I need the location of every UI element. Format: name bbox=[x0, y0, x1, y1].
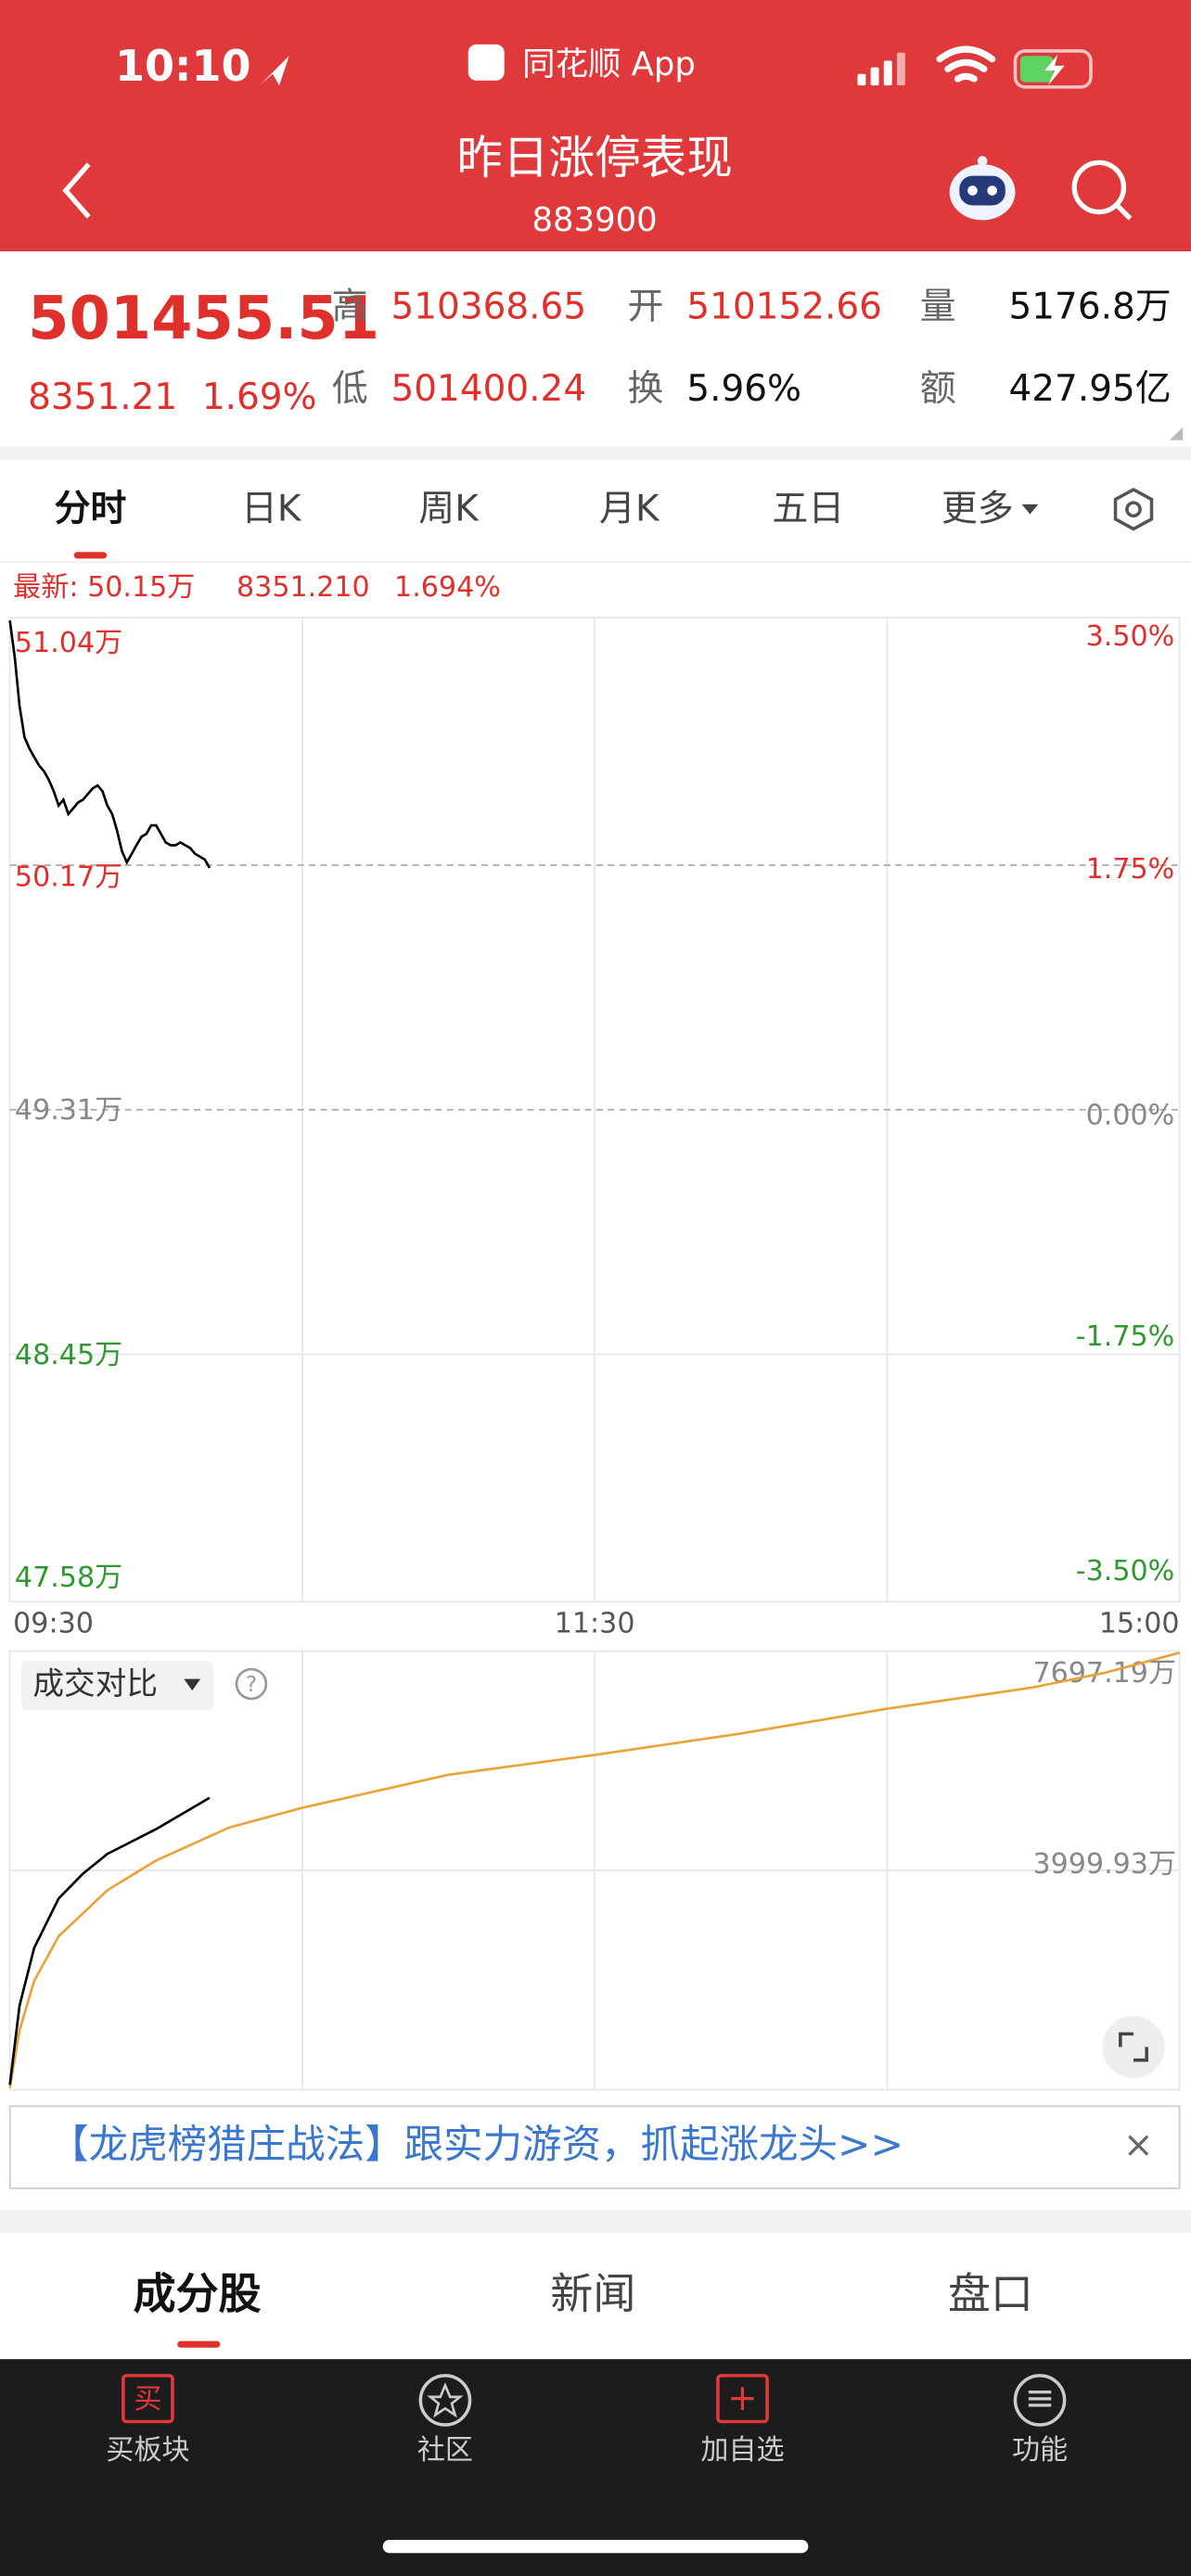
help-text: ? bbox=[246, 1673, 257, 1697]
nav-label[interactable]: 加自选 bbox=[700, 2434, 784, 2467]
y-tick-label: 48.45万 bbox=[15, 1339, 122, 1371]
y2-tick-label: -1.75% bbox=[1076, 1320, 1174, 1353]
more-arrow bbox=[1021, 504, 1039, 515]
data-line bbox=[8, 1651, 1180, 2089]
x-tick-label: 09:30 bbox=[13, 1608, 94, 1640]
y2-tick-label: 0.00% bbox=[1086, 1099, 1175, 1131]
help-icon[interactable] bbox=[235, 1667, 268, 1701]
field-value: 510368.65 bbox=[391, 287, 587, 328]
status-time: 10:10 bbox=[115, 41, 251, 91]
latest-change: 8351.210 bbox=[237, 571, 370, 604]
bottom-tab[interactable]: 盘口 bbox=[948, 2268, 1033, 2318]
field-label: 额 bbox=[920, 368, 956, 410]
field-label: 高 bbox=[332, 287, 368, 328]
bottom-tab[interactable]: 成分股 bbox=[133, 2268, 261, 2318]
tab[interactable]: 周K bbox=[418, 488, 480, 529]
quote-change-pct: 1.69% bbox=[202, 376, 317, 418]
expand-icon bbox=[1119, 2032, 1148, 2062]
status-app: 同花顺 App bbox=[522, 45, 696, 83]
tab[interactable]: 月K bbox=[599, 488, 660, 529]
bottom-tab-indicator bbox=[177, 2340, 221, 2348]
latest-price: 最新: 50.15万 bbox=[13, 571, 195, 604]
nav-icon: 买 bbox=[134, 2383, 161, 2416]
field-label: 低 bbox=[332, 368, 368, 410]
y-tick-label: 49.31万 bbox=[15, 1094, 122, 1127]
nav-label[interactable]: 社区 bbox=[417, 2434, 473, 2467]
tab[interactable]: 更多 bbox=[941, 488, 1014, 529]
field-value: 5.96% bbox=[686, 368, 801, 410]
page-code: 883900 bbox=[532, 201, 658, 239]
nav-label[interactable]: 功能 bbox=[1012, 2434, 1068, 2467]
settings-button[interactable] bbox=[1113, 487, 1154, 531]
data-line bbox=[8, 1796, 211, 2085]
settings-dot bbox=[1125, 501, 1142, 518]
search-button[interactable] bbox=[1071, 159, 1133, 221]
bottom-tab[interactable]: 新闻 bbox=[550, 2268, 635, 2318]
nav-icon: + bbox=[727, 2378, 758, 2419]
field-value: 510152.66 bbox=[686, 287, 882, 328]
quote-change: 8351.21 bbox=[28, 376, 177, 418]
tab-indicator bbox=[73, 552, 108, 559]
x-tick-label: 15:00 bbox=[1099, 1608, 1180, 1640]
x-tick-label: 11:30 bbox=[555, 1608, 635, 1640]
ad-text[interactable]: 【龙虎榜猎庄战法】跟实力游资，抓起涨龙头>> bbox=[49, 2123, 903, 2168]
tab[interactable]: 五日 bbox=[772, 488, 844, 529]
quote-price: 501455.51 bbox=[28, 285, 379, 353]
charging-icon bbox=[1044, 54, 1065, 86]
compare-selector[interactable] bbox=[21, 1661, 214, 1711]
field-value: 5176.8万 bbox=[1009, 287, 1172, 328]
compare-title: 成交对比 bbox=[32, 1665, 158, 1702]
ad-banner[interactable] bbox=[8, 2105, 1181, 2189]
nav-icon-frame bbox=[418, 2374, 472, 2427]
y2-tick-label: 1.75% bbox=[1086, 853, 1175, 886]
y-tick-label: 51.04万 bbox=[15, 627, 122, 659]
field-label: 量 bbox=[920, 287, 956, 328]
y-tick-label: 50.17万 bbox=[15, 861, 122, 894]
page-title: 昨日涨停表现 bbox=[456, 131, 732, 185]
wifi-icon bbox=[936, 45, 996, 83]
y2-tick-label: -3.50% bbox=[1076, 1555, 1174, 1588]
robot-button[interactable] bbox=[949, 156, 1016, 221]
back-button[interactable] bbox=[62, 162, 91, 219]
y2-tick-label: 3.50% bbox=[1086, 620, 1175, 653]
tab[interactable]: 分时 bbox=[54, 488, 126, 529]
nav-icon-frame bbox=[122, 2374, 174, 2424]
battery-level bbox=[1019, 56, 1054, 83]
expand-button[interactable] bbox=[1102, 2015, 1165, 2079]
field-label: 换 bbox=[628, 368, 664, 410]
y-tick-label: 47.58万 bbox=[15, 1562, 122, 1594]
data-line bbox=[8, 619, 211, 869]
latest-pct: 1.694% bbox=[394, 571, 501, 604]
field-value: 427.95亿 bbox=[1009, 368, 1172, 410]
y-tick-label: 3999.93万 bbox=[1032, 1848, 1176, 1881]
ad-close[interactable]: × bbox=[1123, 2124, 1154, 2166]
tab[interactable]: 日K bbox=[241, 488, 302, 529]
nav-label[interactable]: 买板块 bbox=[106, 2434, 189, 2467]
nav-icon-frame bbox=[1013, 2374, 1067, 2427]
nav-icon-frame bbox=[716, 2374, 769, 2424]
home-indicator bbox=[382, 2540, 809, 2554]
separator bbox=[0, 2209, 1191, 2233]
separator bbox=[0, 446, 1191, 461]
app-icon bbox=[467, 44, 505, 81]
signal-icon bbox=[857, 52, 905, 86]
nav-icon: ≡ bbox=[1025, 2378, 1056, 2419]
corner-mark bbox=[1169, 427, 1184, 440]
field-label: 开 bbox=[628, 287, 664, 328]
field-value: 501400.24 bbox=[391, 368, 587, 410]
nav-icon-star bbox=[427, 2382, 464, 2418]
dropdown-arrow bbox=[184, 1678, 201, 1691]
battery-icon bbox=[1013, 49, 1093, 89]
